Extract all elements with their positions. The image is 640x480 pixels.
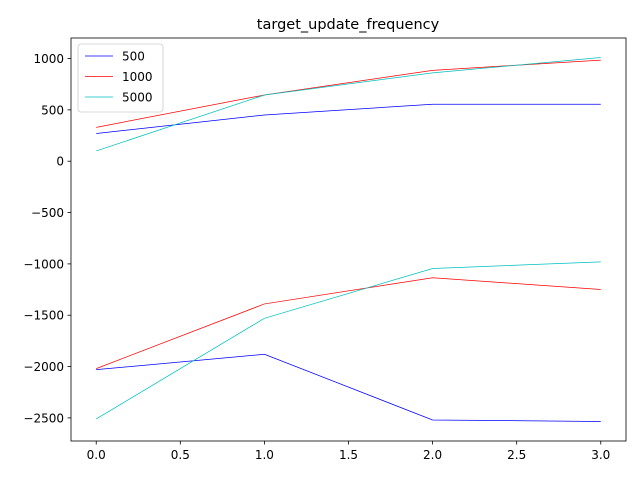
x-tick-label: 1.0 xyxy=(255,448,274,462)
x-tick-label: 3.0 xyxy=(591,448,610,462)
y-tick-label: −500 xyxy=(31,206,64,220)
legend-label-5000: 5000 xyxy=(122,91,153,105)
x-tick-label: 0.0 xyxy=(87,448,106,462)
x-tick-label: 0.5 xyxy=(171,448,190,462)
x-tick-label: 2.5 xyxy=(507,448,526,462)
x-tick-label: 2.0 xyxy=(423,448,442,462)
series-line-5000-2 xyxy=(96,57,601,152)
series-line-500-0 xyxy=(96,103,601,134)
x-tick-label: 1.5 xyxy=(339,448,358,462)
y-tick-label: 0 xyxy=(56,155,64,169)
y-tick-label: −1500 xyxy=(23,309,64,323)
y-tick-label: −1000 xyxy=(23,257,64,271)
axes-layer: 0.0 0.5 1.0 1.5 2.0 2.5 3.010005000−500−1000−1… xyxy=(23,37,627,462)
series-line-500-3 xyxy=(96,353,601,422)
chart-title: target_update_frequency xyxy=(257,17,440,33)
y-tick-label: 500 xyxy=(41,103,64,117)
legend-label-1000: 1000 xyxy=(122,70,153,84)
y-tick-label: −2500 xyxy=(23,411,64,425)
series-line-1000-4 xyxy=(96,277,601,369)
legend-box xyxy=(77,43,164,113)
legend: 500 1000 5000 xyxy=(77,43,164,113)
series-layer xyxy=(96,57,601,422)
legend-label-500: 500 xyxy=(122,50,145,64)
series-line-1000-1 xyxy=(96,59,601,128)
y-tick-label: 1000 xyxy=(33,52,64,66)
series-line-5000-5 xyxy=(96,261,601,420)
y-tick-label: −2000 xyxy=(23,360,64,374)
